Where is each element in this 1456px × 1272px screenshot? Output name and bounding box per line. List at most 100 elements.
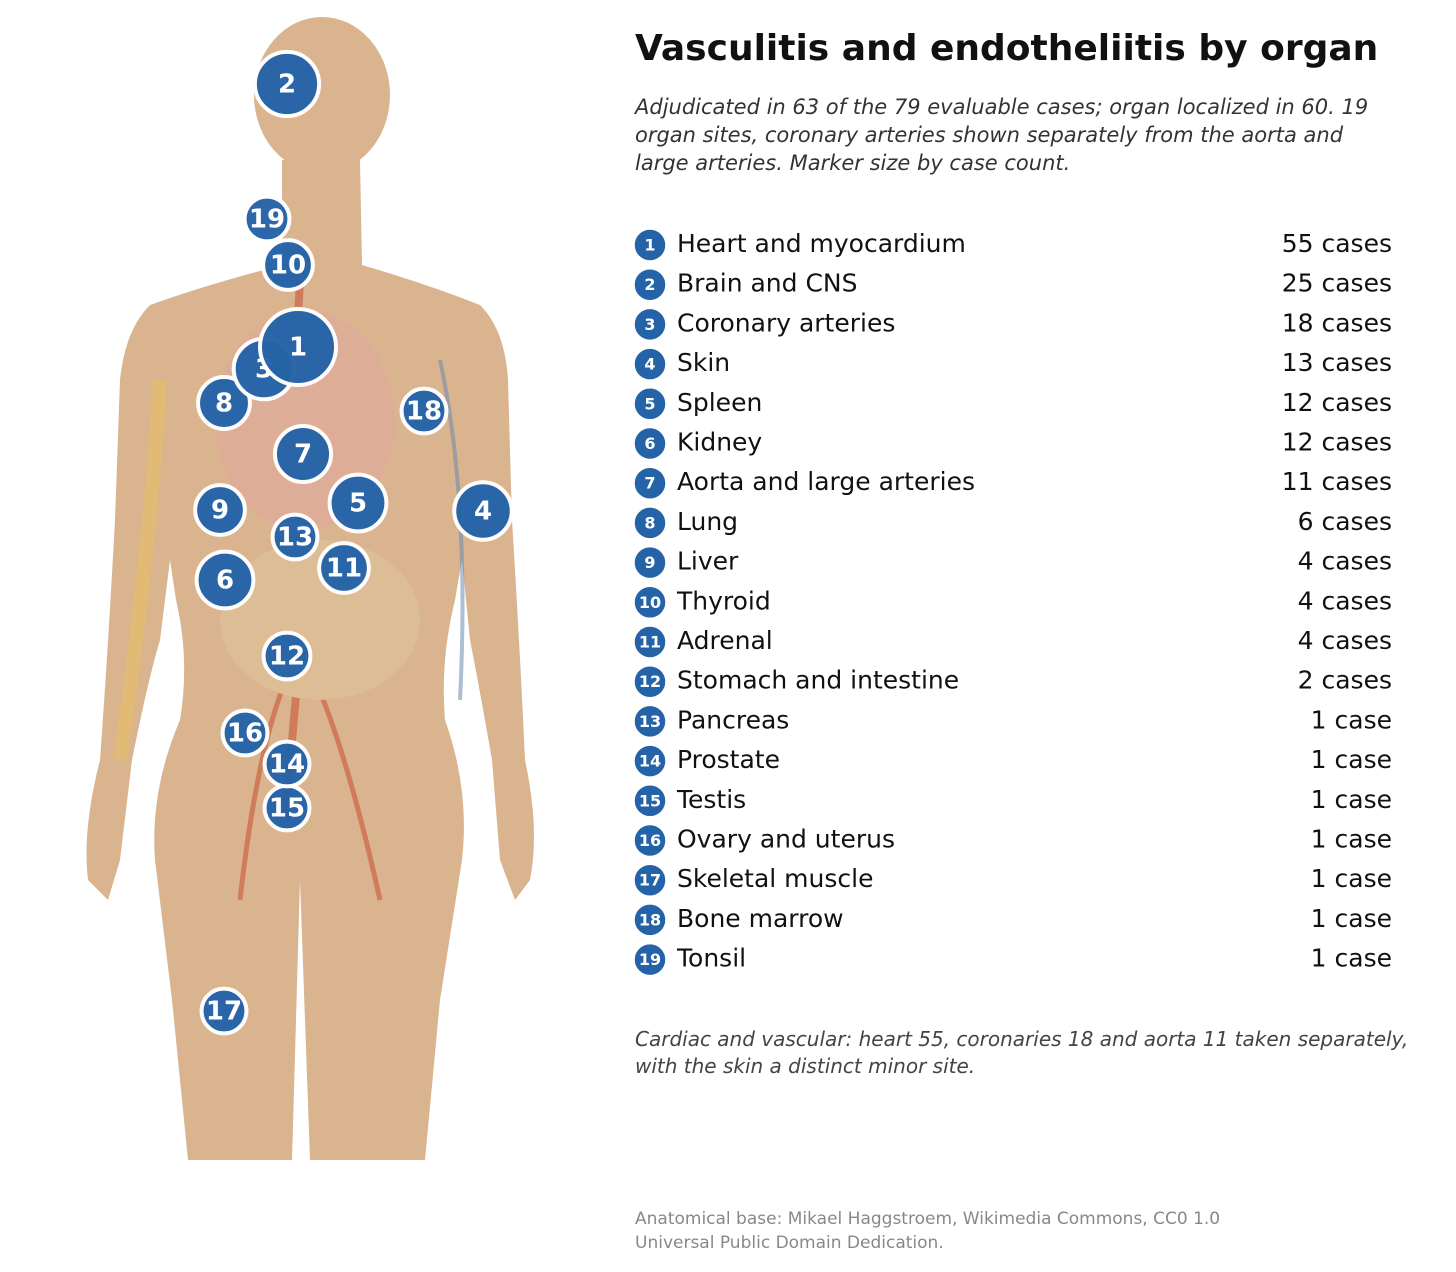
legend-number: 5 (644, 394, 655, 413)
legend-label: Bone marrow (677, 904, 844, 933)
legend-marker (633, 545, 667, 580)
legend-number: 8 (644, 513, 655, 532)
organ-marker (258, 307, 338, 387)
legend-number: 18 (639, 910, 661, 929)
organ-marker (196, 375, 252, 431)
legend-value: 11 cases (1282, 467, 1392, 496)
legend-label: Aorta and large arteries (677, 467, 975, 496)
marker-number: 14 (269, 750, 305, 780)
legend-marker (633, 823, 667, 858)
legend-label: Prostate (677, 745, 780, 774)
legend-value: 4 cases (1298, 626, 1392, 655)
legend-marker (633, 664, 667, 699)
legend-number: 4 (644, 355, 655, 374)
legend-value: 1 case (1311, 785, 1392, 814)
legend-marker (633, 347, 667, 381)
note: Cardiac and vascular: heart 55, coronari… (635, 1027, 1409, 1078)
legend-value: 6 cases (1298, 507, 1392, 536)
legend-value: 1 case (1311, 864, 1392, 893)
marker-number: 13 (277, 523, 313, 553)
organ-marker (452, 480, 514, 542)
legend-marker (633, 387, 667, 421)
legend-label: Tonsil (676, 944, 746, 973)
legend-marker (633, 863, 667, 897)
organ-marker (261, 238, 315, 292)
legend-label: Adrenal (677, 626, 773, 655)
legend-label: Pancreas (677, 705, 789, 734)
marker-number: 5 (349, 489, 367, 519)
marker-number: 2 (278, 70, 296, 100)
legend-marker (633, 625, 667, 659)
marker-number: 6 (216, 566, 234, 596)
organ-marker (242, 194, 292, 244)
legend-marker (633, 466, 667, 500)
legend-number: 10 (639, 593, 661, 612)
subtitle: Adjudicated in 63 of the 79 evaluable ca… (635, 95, 1369, 175)
legend-marker (633, 585, 667, 620)
organ-marker (193, 483, 247, 537)
legend-marker (633, 942, 667, 977)
organ-marker (327, 472, 389, 534)
marker-number: 19 (249, 205, 285, 235)
legend-number: 6 (644, 434, 655, 453)
organ-marker (194, 549, 256, 611)
legend-label: Spleen (677, 388, 762, 417)
legend-number: 11 (639, 633, 661, 652)
legend-number: 17 (639, 871, 661, 890)
organ-marker (270, 512, 320, 562)
organ-marker (317, 541, 371, 595)
legend-marker (633, 744, 667, 778)
marker-number: 18 (406, 397, 442, 427)
legend-marker (633, 307, 667, 342)
legend-value: 1 case (1311, 944, 1392, 973)
legend-value: 12 cases (1282, 428, 1392, 457)
legend-number: 13 (639, 712, 661, 731)
legend-value: 18 cases (1282, 308, 1392, 337)
marker-number: 8 (215, 389, 233, 419)
organ-marker (262, 739, 312, 789)
organ-marker (261, 630, 313, 682)
legend-number: 9 (644, 553, 655, 572)
legend-number: 1 (644, 236, 655, 255)
organ-marker (252, 49, 322, 119)
legend-label: Stomach and intestine (677, 666, 959, 695)
marker-number: 12 (269, 642, 305, 672)
legend-number: 16 (639, 831, 661, 850)
legend-label: Brain and CNS (677, 269, 858, 298)
legend-marker (633, 228, 667, 262)
legend-marker (633, 267, 667, 302)
legend-label: Liver (677, 547, 739, 576)
legend-number: 15 (639, 791, 661, 810)
legend-value: 13 cases (1282, 348, 1392, 377)
marker-number: 4 (474, 497, 492, 527)
legend-value: 2 cases (1298, 666, 1392, 695)
legend-label: Lung (677, 507, 738, 536)
organ-marker (199, 986, 249, 1036)
legend-marker (633, 426, 667, 461)
legend-marker (633, 903, 667, 937)
marker-number: 15 (269, 794, 305, 824)
legend-number: 19 (639, 950, 661, 969)
legend-label: Thyroid (676, 586, 771, 615)
organ-marker (399, 386, 449, 436)
legend-label: Skeletal muscle (677, 864, 873, 893)
marker-number: 11 (326, 554, 362, 584)
marker-number: 1 (289, 333, 307, 363)
legend-value: 1 case (1311, 904, 1392, 933)
marker-number: 17 (206, 997, 242, 1027)
legend-value: 25 cases (1282, 269, 1392, 298)
legend-value: 1 case (1311, 825, 1392, 854)
legend-value: 4 cases (1298, 586, 1392, 615)
legend-number: 12 (639, 672, 661, 691)
legend-label: Coronary arteries (677, 308, 895, 337)
marker-number: 10 (270, 251, 306, 281)
organ-marker (220, 708, 270, 758)
marker-number: 9 (211, 496, 229, 526)
title: Vasculitis and endotheliitis by organ (635, 28, 1379, 69)
legend-number: 2 (644, 275, 655, 294)
legend-value: 1 case (1311, 705, 1392, 734)
legend-marker (633, 506, 667, 540)
marker-number: 16 (227, 719, 263, 749)
legend-label: Kidney (677, 428, 762, 457)
